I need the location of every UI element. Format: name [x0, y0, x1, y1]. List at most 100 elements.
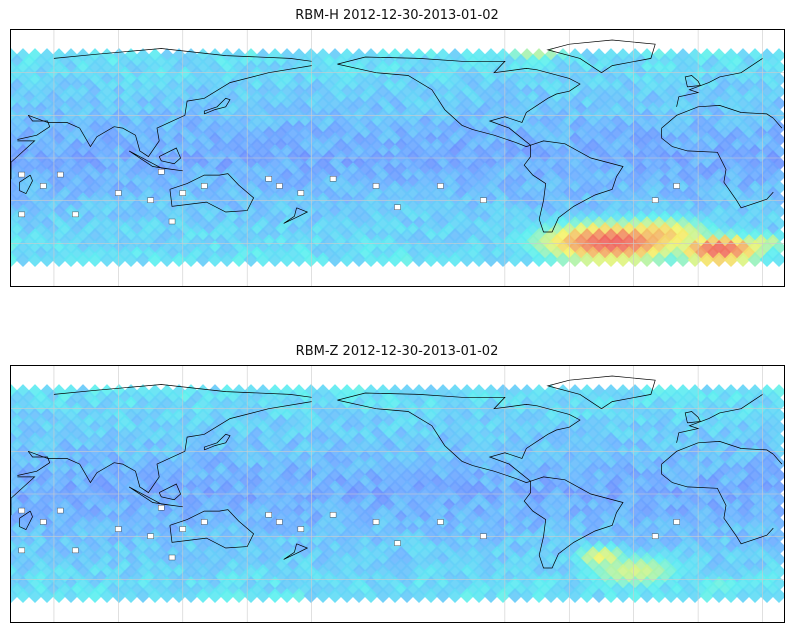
data-tile	[411, 456, 427, 472]
data-tile	[165, 138, 181, 154]
data-tile	[429, 390, 445, 406]
data-tile	[135, 420, 151, 436]
data-tile	[387, 396, 403, 412]
data-tile	[225, 462, 241, 478]
data-tile	[387, 252, 403, 268]
data-tile	[735, 252, 751, 268]
station-marker	[18, 547, 25, 554]
data-tile	[81, 474, 97, 490]
data-tile	[471, 120, 487, 136]
data-tile	[339, 408, 355, 424]
data-tile	[177, 462, 193, 478]
data-tile	[45, 126, 61, 142]
station-marker	[72, 547, 79, 554]
data-tile	[285, 450, 301, 466]
data-tile	[207, 384, 223, 400]
data-tile	[207, 408, 223, 424]
data-tile	[165, 474, 181, 490]
data-tile	[459, 132, 475, 148]
data-tile	[369, 138, 385, 154]
data-tile	[333, 426, 349, 442]
data-tile	[285, 114, 301, 130]
station-marker	[40, 183, 47, 189]
data-tile	[267, 396, 283, 412]
data-tile	[93, 126, 109, 142]
coastline-europe_asia	[676, 58, 763, 107]
data-tile	[489, 426, 505, 442]
data-tile	[747, 252, 763, 268]
data-tile	[15, 420, 31, 436]
data-tile	[441, 402, 457, 418]
data-tile	[63, 384, 79, 400]
data-tile	[459, 396, 475, 412]
data-tile	[291, 252, 307, 268]
data-tile	[255, 132, 271, 148]
data-tile	[315, 384, 331, 400]
data-tile	[387, 120, 403, 136]
data-tile	[21, 426, 37, 442]
data-tile	[357, 426, 373, 442]
coastline-africa	[661, 128, 774, 209]
data-tile	[219, 396, 235, 412]
station-marker	[276, 519, 283, 525]
data-tile	[345, 414, 361, 430]
coastline-nz	[283, 543, 309, 560]
data-tile	[771, 420, 784, 436]
data-tile	[369, 438, 385, 454]
data-tile	[345, 450, 361, 466]
data-tile	[237, 438, 253, 454]
data-tile	[465, 438, 481, 454]
data-tile	[117, 414, 133, 430]
data-tile	[303, 252, 319, 268]
data-tile	[11, 252, 19, 268]
data-tile	[309, 414, 325, 430]
data-tile	[465, 414, 481, 430]
data-tile	[219, 408, 235, 424]
data-tile	[363, 420, 379, 436]
data-tile	[225, 426, 241, 442]
data-tile	[57, 402, 73, 418]
data-tile	[483, 468, 499, 484]
data-tile	[105, 426, 121, 442]
data-tile	[261, 450, 277, 466]
data-tile	[75, 432, 91, 448]
data-tile	[411, 420, 427, 436]
data-tile	[75, 252, 91, 268]
data-tile	[363, 384, 379, 400]
data-tile	[75, 396, 91, 412]
data-tile	[261, 114, 277, 130]
data-tile	[771, 240, 784, 256]
data-tile	[495, 420, 511, 436]
data-tile	[195, 468, 211, 484]
data-tile	[255, 252, 271, 268]
data-tile	[405, 438, 421, 454]
data-tile	[405, 450, 421, 466]
data-tile	[189, 414, 205, 430]
data-tile	[477, 438, 493, 454]
data-tile	[501, 450, 517, 466]
data-tile	[21, 126, 37, 142]
north-blank	[11, 366, 784, 388]
data-tile	[507, 432, 523, 448]
coastline-africa	[661, 441, 774, 465]
data-tile	[27, 384, 43, 400]
data-tile	[87, 396, 103, 412]
data-tile	[429, 114, 445, 130]
data-tile	[495, 456, 511, 472]
data-tile	[69, 414, 85, 430]
data-tile	[477, 402, 493, 418]
station-marker	[115, 526, 122, 532]
data-tile	[93, 414, 109, 430]
data-tile	[489, 414, 505, 430]
coastline-nz	[283, 207, 309, 224]
data-tile	[69, 114, 85, 130]
data-tile	[57, 450, 73, 466]
data-tile	[315, 120, 331, 136]
data-tile	[195, 420, 211, 436]
data-tile	[351, 456, 367, 472]
data-tile	[675, 252, 691, 268]
data-tile	[507, 456, 523, 472]
data-tile	[453, 114, 469, 130]
data-tile	[771, 60, 784, 76]
panel-title-rbm-h: RBM-H 2012-12-30-2013-01-02	[295, 8, 499, 23]
